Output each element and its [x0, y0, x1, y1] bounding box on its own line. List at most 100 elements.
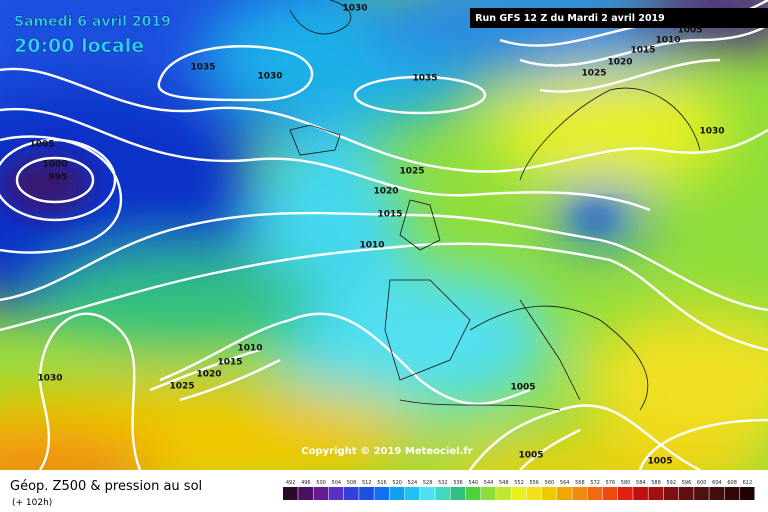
isobar-label: 1035	[190, 63, 215, 73]
isobar-label: 1020	[373, 187, 398, 197]
scale-label: 492	[286, 480, 296, 486]
footer-title: Géop. Z500 & pression au sol	[10, 479, 202, 494]
isobar-label: 1015	[217, 358, 242, 368]
isobar-label: 1005	[518, 451, 543, 461]
scale-label: 564	[560, 480, 570, 486]
isobar-label: 1015	[377, 210, 402, 220]
scale-swatch	[694, 487, 709, 500]
run-info: Run GFS 12 Z du Mardi 2 avril 2019	[475, 13, 665, 24]
scale-swatch	[511, 487, 527, 500]
scale-swatch	[526, 487, 542, 500]
scale-swatch	[480, 487, 496, 500]
scale-swatch	[420, 487, 435, 500]
time: 20:00 locale	[14, 35, 144, 57]
scale-label: 500	[316, 480, 326, 486]
scale-swatch	[283, 487, 298, 500]
scale-swatch	[298, 487, 313, 500]
scale-label: 544	[484, 480, 494, 486]
scale-swatch	[709, 487, 725, 500]
scale-label: 556	[529, 480, 539, 486]
scale-swatch	[587, 487, 603, 500]
isobar-label: 995	[49, 173, 68, 183]
isobar-label: 1035	[412, 74, 437, 84]
isobar-label: 1025	[399, 167, 424, 177]
isobar-label: 1025	[581, 69, 606, 79]
isobar-label: 1010	[655, 36, 680, 46]
scale-label: 588	[651, 480, 661, 486]
scale-swatch	[450, 487, 466, 500]
isobar-label: 1030	[699, 127, 724, 137]
scale-label: 532	[438, 480, 448, 486]
run-box	[470, 8, 768, 28]
scale-label: 580	[621, 480, 631, 486]
isobar-label: 1025	[169, 382, 194, 392]
scale-swatch	[541, 487, 557, 500]
scale-swatch	[572, 487, 588, 500]
scale-label: 508	[347, 480, 357, 486]
copyright: Copyright © 2019 Meteociel.fr	[301, 446, 472, 457]
scale-label: 596	[682, 480, 692, 486]
coastlines	[289, 0, 701, 411]
footer-lead: (+ 102h)	[12, 498, 52, 508]
isobar-label: 1015	[630, 46, 655, 56]
isobar-label: 1005	[29, 140, 54, 150]
scale-swatch	[465, 487, 481, 500]
scale-swatch	[343, 487, 359, 500]
scale-swatch	[404, 487, 420, 500]
color-scale: 492 496 500 504 508 512 516 520 524 528 532 536 540 5…	[283, 480, 755, 500]
scale-swatch	[557, 487, 572, 500]
scale-swatch	[678, 487, 694, 500]
isobar-label: 1010	[237, 344, 262, 354]
isobar-label: 1030	[37, 374, 62, 384]
isobar-label: 1030	[342, 4, 367, 14]
scale-swatch	[328, 487, 344, 500]
isobars	[0, 0, 768, 470]
scale-label: 504	[332, 480, 342, 486]
scale-swatch	[633, 487, 648, 500]
scale-swatch	[374, 487, 390, 500]
scale-label: 604	[712, 480, 722, 486]
scale-swatch	[496, 487, 511, 500]
scale-label: 524	[408, 480, 418, 486]
scale-swatch	[602, 487, 618, 500]
scale-label: 548	[499, 480, 509, 486]
scale-swatch	[435, 487, 450, 500]
scale-label: 592	[666, 480, 676, 486]
isobar-label: 1020	[196, 370, 221, 380]
scale-label: 560	[545, 480, 555, 486]
scale-label: 512	[362, 480, 372, 486]
scale-swatch	[313, 487, 329, 500]
isobar-label: 1005	[647, 457, 672, 467]
isobar-label: 1000	[42, 160, 67, 170]
scale-label: 520	[392, 480, 402, 486]
isobar-label: 1010	[359, 241, 384, 251]
scale-label: 584	[636, 480, 646, 486]
scale-swatch	[359, 487, 374, 500]
scale-swatch	[648, 487, 664, 500]
scale-label: 576	[606, 480, 616, 486]
scale-label: 528	[423, 480, 433, 486]
scale-label: 552	[514, 480, 524, 486]
isobar-label: 1005	[677, 26, 702, 36]
scale-swatch	[739, 487, 755, 500]
scale-label: 540	[469, 480, 479, 486]
scale-label: 516	[377, 480, 387, 486]
scale-label: 608	[727, 480, 737, 486]
scale-label: 496	[301, 480, 311, 486]
scale-swatch	[663, 487, 679, 500]
isobar-label: 1005	[510, 383, 535, 393]
scale-swatch	[389, 487, 405, 500]
scale-label: 600	[697, 480, 707, 486]
scale-label: 568	[575, 480, 585, 486]
date: Samedi 6 avril 2019	[14, 14, 171, 30]
scale-label: 612	[743, 480, 753, 486]
scale-label: 536	[453, 480, 463, 486]
scale-label: 572	[590, 480, 600, 486]
isobar-label: 1020	[607, 58, 632, 68]
isobar-label: 1030	[257, 72, 282, 82]
scale-swatch	[724, 487, 740, 500]
scale-swatch	[617, 487, 633, 500]
